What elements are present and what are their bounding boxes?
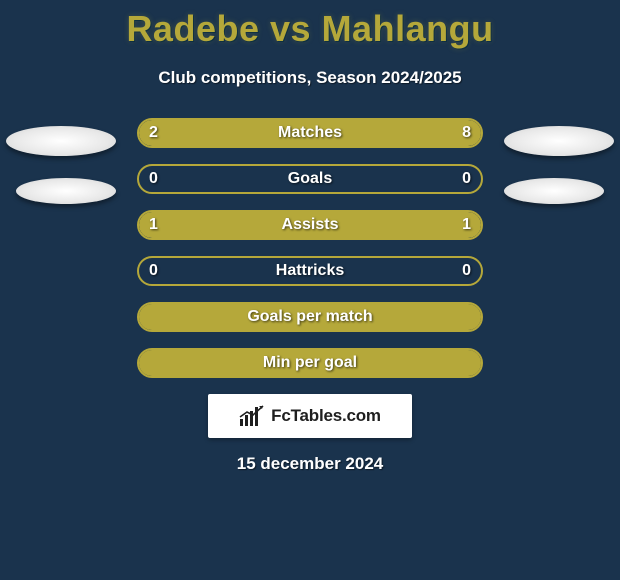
avatar-player-right-2 bbox=[504, 178, 604, 204]
brand-text: FcTables.com bbox=[271, 406, 381, 426]
footer-date: 15 december 2024 bbox=[0, 454, 620, 474]
stat-bar-right bbox=[207, 120, 481, 146]
stat-label: Assists bbox=[282, 216, 339, 234]
stat-label: Goals per match bbox=[247, 308, 372, 326]
stat-row: Goals per match bbox=[137, 302, 483, 332]
stat-value-right: 0 bbox=[462, 262, 471, 280]
stat-value-left: 1 bbox=[149, 216, 158, 234]
page-title: Radebe vs Mahlangu bbox=[0, 0, 620, 50]
stat-value-left: 2 bbox=[149, 124, 158, 142]
stat-row: 0 0 Hattricks bbox=[137, 256, 483, 286]
avatar-player-left-2 bbox=[16, 178, 116, 204]
vs-word: vs bbox=[270, 8, 311, 49]
avatar-player-left-1 bbox=[6, 126, 116, 156]
comparison-area: 2 8 Matches 0 0 Goals 1 1 Assists 0 0 Hattricks Goal… bbox=[0, 118, 620, 378]
brand-badge[interactable]: FcTables.com bbox=[208, 394, 412, 438]
stat-value-right: 0 bbox=[462, 170, 471, 188]
stat-value-right: 8 bbox=[462, 124, 471, 142]
player-right-name: Mahlangu bbox=[322, 8, 494, 49]
subtitle: Club competitions, Season 2024/2025 bbox=[0, 68, 620, 88]
stat-value-left: 0 bbox=[149, 170, 158, 188]
player-left-name: Radebe bbox=[126, 8, 259, 49]
stat-label: Min per goal bbox=[263, 354, 357, 372]
brand-logo-icon bbox=[239, 405, 265, 427]
avatar-player-right-1 bbox=[504, 126, 614, 156]
stat-value-left: 0 bbox=[149, 262, 158, 280]
stat-label: Matches bbox=[278, 124, 342, 142]
comparison-bars: 2 8 Matches 0 0 Goals 1 1 Assists 0 0 Hattricks Goal… bbox=[137, 118, 483, 378]
stat-value-right: 1 bbox=[462, 216, 471, 234]
stat-label: Hattricks bbox=[276, 262, 344, 280]
stat-label: Goals bbox=[288, 170, 332, 188]
stat-row: 1 1 Assists bbox=[137, 210, 483, 240]
stat-row: 2 8 Matches bbox=[137, 118, 483, 148]
stat-row: 0 0 Goals bbox=[137, 164, 483, 194]
stat-row: Min per goal bbox=[137, 348, 483, 378]
